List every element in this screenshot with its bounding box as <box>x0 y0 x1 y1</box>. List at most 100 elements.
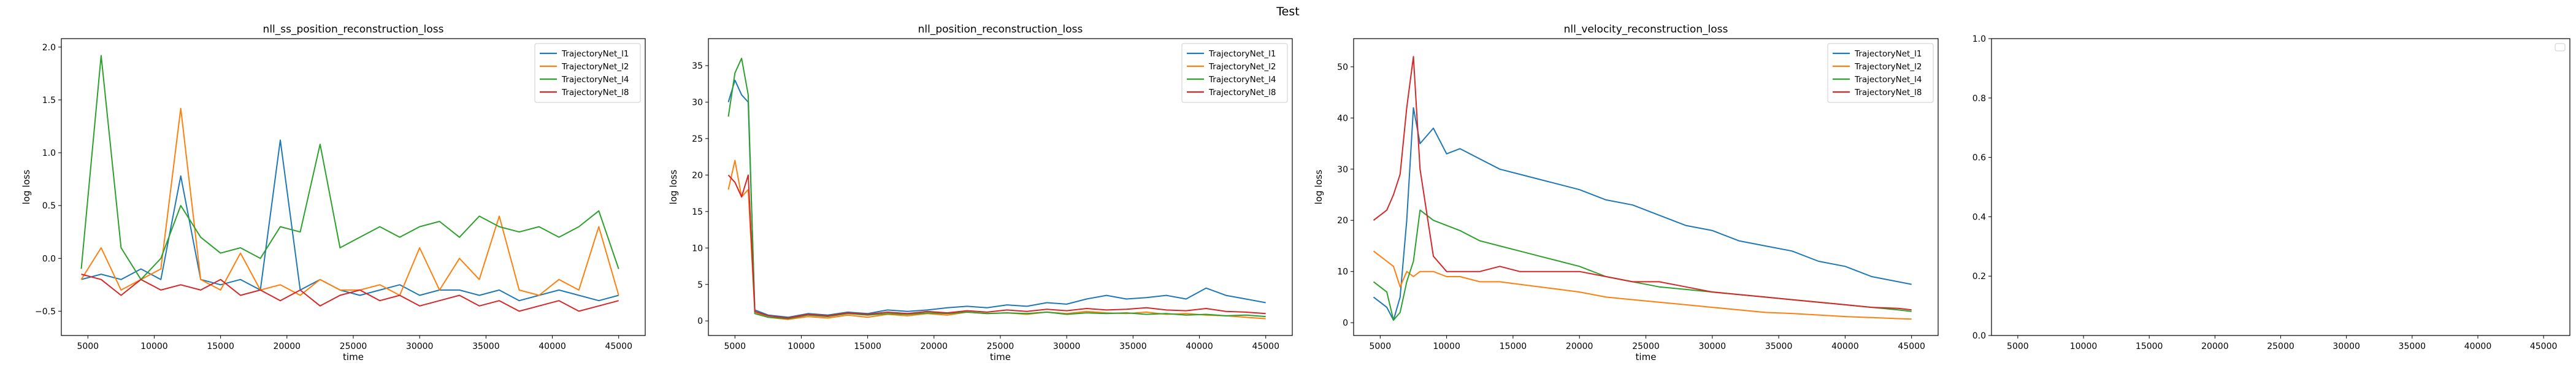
y-axis-label: log loss <box>668 170 679 205</box>
series-line-TrajectoryNet_l8 <box>1373 56 1912 311</box>
x-tick-label: 25000 <box>1632 342 1660 351</box>
x-axis-label: time <box>990 351 1011 362</box>
y-tick-label: −0.5 <box>35 307 56 316</box>
x-tick-label: 45000 <box>2530 342 2558 351</box>
x-tick-label: 40000 <box>539 342 566 351</box>
chart-panel-2: 5000 10000 15000 20000 25000 30000 35000 40000 4… <box>668 23 1293 362</box>
y-tick-label: 0.0 <box>42 254 56 264</box>
x-tick-label: 5000 <box>1369 342 1391 351</box>
legend-label: TrajectoryNet_l2 <box>1854 62 1922 72</box>
y-tick-label: 35 <box>692 61 703 71</box>
y-tick-label: 0.6 <box>1972 153 1986 163</box>
x-tick-label: 15000 <box>854 342 881 351</box>
legend-label: TrajectoryNet_l1 <box>1854 49 1922 59</box>
x-tick-label: 25000 <box>340 342 367 351</box>
chart-title: nll_ss_position_reconstruction_loss <box>263 23 444 36</box>
y-tick-label: 1.0 <box>1972 34 1986 44</box>
x-tick-label: 15000 <box>2136 342 2163 351</box>
legend: TrajectoryNet_l1 TrajectoryNet_l2 Trajecto… <box>534 43 641 103</box>
x-tick-label: 35000 <box>472 342 500 351</box>
legend-label: TrajectoryNet_l4 <box>1208 75 1276 85</box>
x-tick-label: 40000 <box>1186 342 1213 351</box>
chart-title: nll_velocity_reconstruction_loss <box>1564 23 1728 36</box>
series-line-TrajectoryNet_l1 <box>81 139 619 302</box>
y-axis-label: log loss <box>1313 170 1324 205</box>
figure-title: Test <box>1276 5 1300 18</box>
x-tick-label: 30000 <box>406 342 434 351</box>
x-tick-label: 10000 <box>788 342 815 351</box>
legend-frame-empty <box>2555 43 2566 52</box>
x-tick-label: 5000 <box>77 342 99 351</box>
y-tick-label: 30 <box>692 98 703 107</box>
y-tick-label: 1.0 <box>42 148 56 158</box>
y-tick-label: 20 <box>692 171 703 180</box>
y-tick-label: 40 <box>1337 113 1348 123</box>
series-line-TrajectoryNet_l2 <box>80 107 619 296</box>
x-tick-label: 5000 <box>724 342 746 351</box>
x-tick-label: 25000 <box>2267 342 2294 351</box>
series-line-TrajectoryNet_l1 <box>1373 107 1912 321</box>
series-line-TrajectoryNet_l4 <box>80 55 619 280</box>
legend-label: TrajectoryNet_l8 <box>1208 88 1276 98</box>
legend-label: TrajectoryNet_l2 <box>561 62 629 72</box>
legend-label: TrajectoryNet_l8 <box>1854 88 1922 98</box>
legend-frame <box>1827 43 1934 103</box>
legend-label: TrajectoryNet_l2 <box>1208 62 1276 72</box>
series-line-TrajectoryNet_l2 <box>1373 250 1912 320</box>
x-tick-label: 45000 <box>605 342 632 351</box>
legend <box>2555 43 2566 52</box>
legend-label: TrajectoryNet_l8 <box>561 88 629 98</box>
series-line-TrajectoryNet_l2 <box>727 159 1266 320</box>
x-tick-label: 40000 <box>1831 342 1859 351</box>
y-axis-label: log loss <box>21 170 32 205</box>
x-tick-label: 15000 <box>207 342 234 351</box>
x-tick-label: 10000 <box>140 342 168 351</box>
y-tick-label: 0 <box>1343 318 1348 328</box>
x-tick-label: 15000 <box>1500 342 1527 351</box>
x-tick-label: 35000 <box>1119 342 1147 351</box>
x-tick-label: 5000 <box>2007 342 2029 351</box>
y-tick-label: 5 <box>697 280 703 290</box>
y-tick-label: 0.4 <box>1972 212 1986 222</box>
y-tick-label: 50 <box>1337 63 1348 72</box>
series-line-TrajectoryNet_l8 <box>81 274 619 312</box>
legend-frame <box>534 43 641 103</box>
x-tick-label: 20000 <box>1566 342 1593 351</box>
series-line-TrajectoryNet_l4 <box>727 58 1266 320</box>
y-tick-label: 0.0 <box>1972 331 1986 341</box>
legend-label: TrajectoryNet_l1 <box>561 49 629 59</box>
y-tick-label: 0.2 <box>1972 272 1986 282</box>
legend-label: TrajectoryNet_l4 <box>1854 75 1922 85</box>
chart-panel-3: 5000 10000 15000 20000 25000 30000 35000 40000 4… <box>1313 23 1939 362</box>
x-tick-label: 30000 <box>1053 342 1081 351</box>
legend-frame <box>1181 43 1288 103</box>
y-tick-label: 2.0 <box>42 43 56 53</box>
x-tick-label: 35000 <box>1765 342 1793 351</box>
x-tick-label: 20000 <box>2201 342 2229 351</box>
x-tick-label: 30000 <box>1699 342 1727 351</box>
y-tick-label: 10 <box>692 243 703 253</box>
x-axis-label: time <box>343 351 364 362</box>
y-tick-label: 20 <box>1337 216 1348 226</box>
series-line-TrajectoryNet_l8 <box>727 174 1266 319</box>
x-tick-label: 20000 <box>274 342 301 351</box>
legend-label: TrajectoryNet_l4 <box>561 75 629 85</box>
y-tick-label: 0.8 <box>1972 94 1986 104</box>
y-tick-label: 15 <box>692 207 703 217</box>
x-tick-label: 40000 <box>2464 342 2492 351</box>
chart-title: nll_position_reconstruction_loss <box>918 23 1083 36</box>
x-tick-label: 35000 <box>2399 342 2426 351</box>
y-tick-label: 0.5 <box>42 201 56 211</box>
x-axis-label: time <box>1636 351 1657 362</box>
chart-panel-4: 5000 10000 15000 20000 25000 30000 35000 40000 4… <box>1972 34 2570 351</box>
x-tick-label: 45000 <box>1898 342 1925 351</box>
legend-label: TrajectoryNet_l1 <box>1208 49 1276 59</box>
y-tick-label: 25 <box>692 134 703 144</box>
chart-panel-1: 5000 10000 15000 20000 25000 30000 35000 40000 4… <box>21 23 646 362</box>
y-tick-label: 1.5 <box>42 96 56 105</box>
y-tick-label: 10 <box>1337 267 1348 277</box>
x-tick-label: 20000 <box>921 342 948 351</box>
legend: TrajectoryNet_l1 TrajectoryNet_l2 Trajecto… <box>1181 43 1288 103</box>
y-tick-label: 30 <box>1337 165 1348 175</box>
